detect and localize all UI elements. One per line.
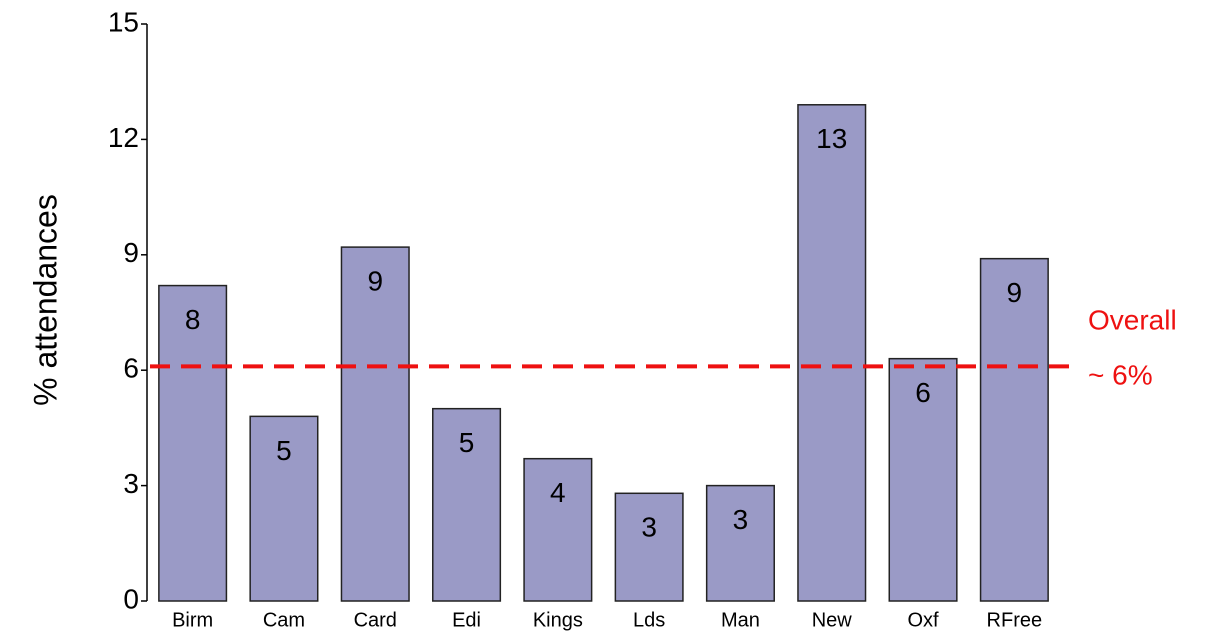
reference-label: Overall xyxy=(1088,304,1177,335)
x-tick-label: Oxf xyxy=(907,609,939,631)
value-label: 13 xyxy=(816,123,847,154)
value-label: 4 xyxy=(550,477,566,508)
x-tick-label: Man xyxy=(721,609,760,631)
value-label: 9 xyxy=(367,265,383,296)
value-label: 5 xyxy=(276,435,292,466)
value-label: 6 xyxy=(915,377,931,408)
bar xyxy=(249,415,319,602)
bar xyxy=(340,246,410,602)
x-tick-label: Card xyxy=(354,609,397,631)
bar xyxy=(614,492,684,602)
y-tick-label: 6 xyxy=(123,353,139,384)
x-tick-label: Cam xyxy=(263,609,305,631)
bar xyxy=(797,104,867,602)
y-tick-label: 0 xyxy=(123,583,139,614)
bar xyxy=(705,484,775,602)
value-label: 8 xyxy=(185,304,201,335)
y-tick-label: 9 xyxy=(123,237,139,268)
y-axis-title: % attendances xyxy=(27,194,63,406)
bar xyxy=(523,457,593,602)
value-label: 9 xyxy=(1007,277,1023,308)
value-label: 5 xyxy=(459,427,475,458)
x-tick-label: Edi xyxy=(452,609,481,631)
x-tick-label: Kings xyxy=(533,609,583,631)
x-tick-label: New xyxy=(812,609,853,631)
y-tick-label: 15 xyxy=(108,6,139,37)
bar xyxy=(979,257,1049,602)
bar xyxy=(432,407,502,602)
value-label: 3 xyxy=(641,512,657,543)
y-tick-label: 12 xyxy=(108,122,139,153)
value-label: 3 xyxy=(733,504,749,535)
x-tick-label: RFree xyxy=(987,609,1043,631)
bar xyxy=(888,357,958,602)
reference-label: ~ 6% xyxy=(1088,359,1153,390)
y-tick-label: 3 xyxy=(123,468,139,499)
x-tick-label: Birm xyxy=(172,609,213,631)
x-tick-label: Lds xyxy=(633,609,665,631)
bar xyxy=(158,284,228,602)
